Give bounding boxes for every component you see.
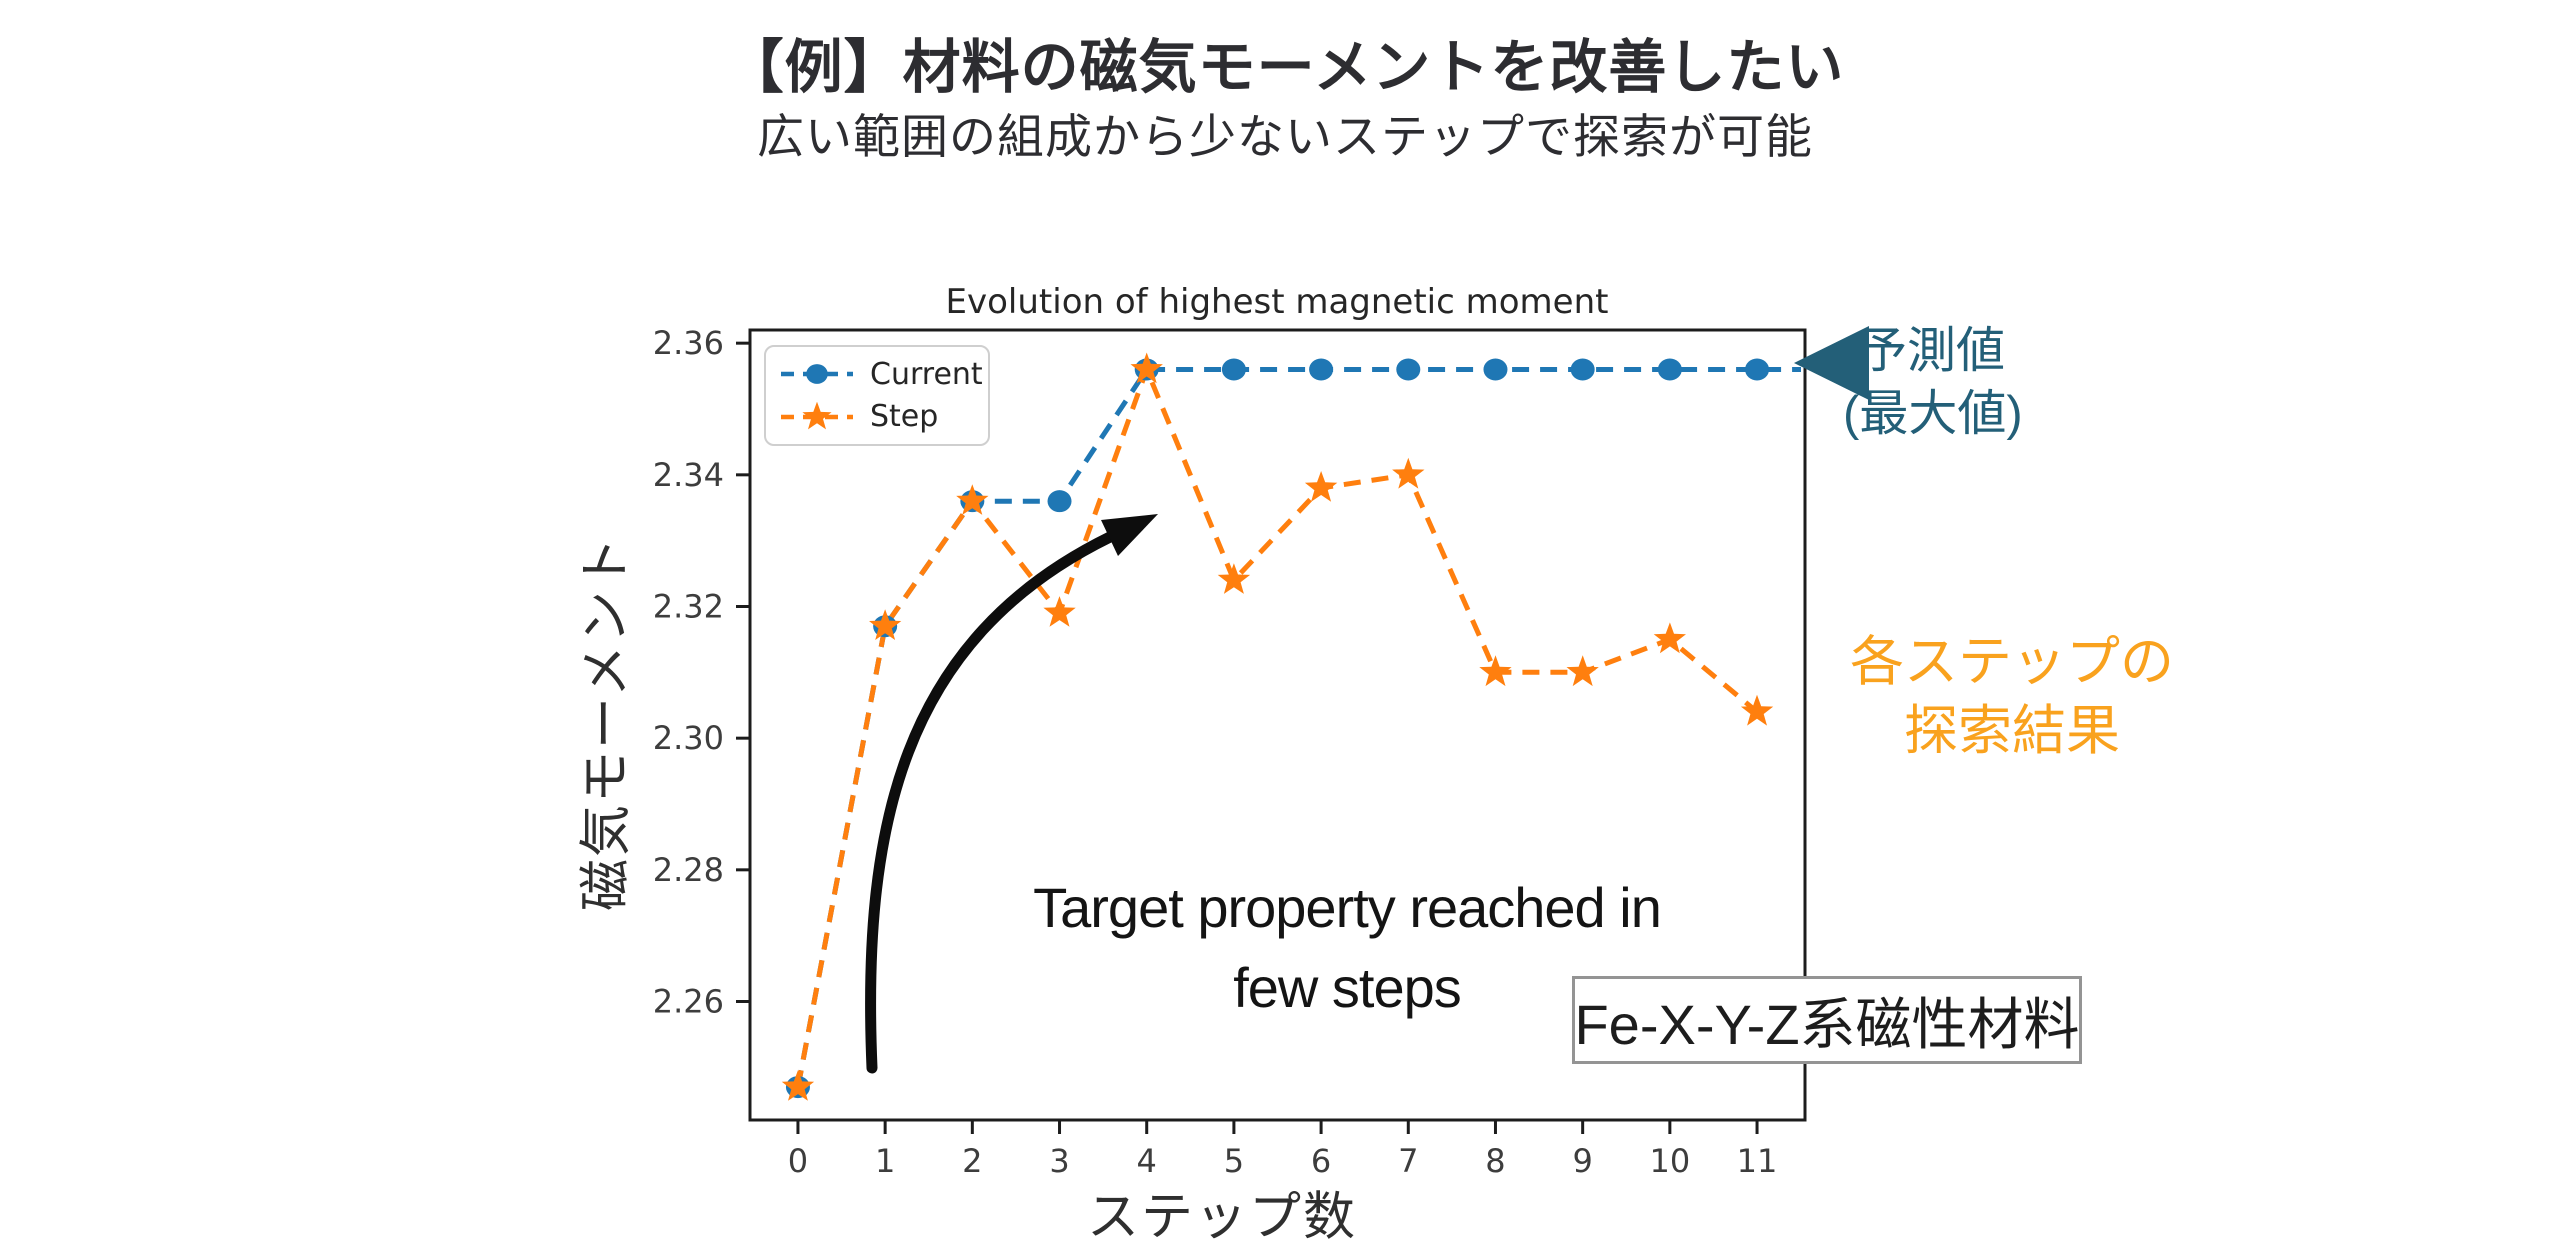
svg-text:9: 9 <box>1572 1142 1592 1180</box>
svg-text:2.34: 2.34 <box>653 456 724 494</box>
svg-text:3: 3 <box>1049 1142 1069 1180</box>
svg-text:1: 1 <box>875 1142 895 1180</box>
svg-text:8: 8 <box>1485 1142 1505 1180</box>
legend-item-step: Step <box>778 399 988 434</box>
x-axis-label: ステップ数 <box>1086 1188 1358 1247</box>
target-property-line2: few steps <box>1233 956 1462 1019</box>
target-property-annotation: Target property reached in few steps <box>1033 868 1662 1028</box>
material-label-box: Fe-X-Y-Z系磁性材料 <box>1572 976 2082 1064</box>
legend-label-current: Current <box>870 356 983 392</box>
step-results-annotation-line2: 探索結果 <box>1904 701 2120 761</box>
legend-item-current: Current <box>778 357 988 392</box>
step-results-annotation-line1: 各ステップの <box>1850 632 2174 692</box>
svg-text:4: 4 <box>1137 1142 1157 1180</box>
prediction-annotation-line2: (最大値) <box>1843 387 2023 441</box>
prediction-annotation-line1: 予測値 <box>1858 324 2006 378</box>
svg-text:2.36: 2.36 <box>653 324 724 362</box>
chart-legend: Current Step <box>764 345 990 446</box>
svg-text:7: 7 <box>1398 1142 1418 1180</box>
page-title: 【例】材料の磁気モーメントを改善したい <box>725 35 1845 100</box>
svg-text:2.28: 2.28 <box>653 851 724 889</box>
svg-text:10: 10 <box>1649 1142 1690 1180</box>
svg-text:5: 5 <box>1224 1142 1244 1180</box>
svg-text:2.32: 2.32 <box>653 588 724 626</box>
title-block: 【例】材料の磁気モーメントを改善したい 広い範囲の組成から少ないステップで探索が… <box>726 32 1845 166</box>
legend-label-step: Step <box>870 399 939 435</box>
step-results-annotation: 各ステップの 探索結果 <box>1850 628 2174 766</box>
svg-text:2.30: 2.30 <box>653 719 724 757</box>
svg-text:11: 11 <box>1737 1142 1778 1180</box>
page-subtitle: 広い範囲の組成から少ないステップで探索が可能 <box>757 110 1813 163</box>
prediction-annotation: 予測値 (最大値) <box>1843 320 2023 446</box>
target-property-line1: Target property reached in <box>1033 876 1662 939</box>
svg-text:2.26: 2.26 <box>653 983 724 1021</box>
svg-text:6: 6 <box>1311 1142 1331 1180</box>
y-axis-label: 磁気モーメント <box>577 535 636 911</box>
chart-title: Evolution of highest magnetic moment <box>945 282 1609 322</box>
legend-line-marker-step <box>778 401 856 432</box>
svg-text:2: 2 <box>962 1142 982 1180</box>
legend-line-marker-current <box>778 359 856 389</box>
svg-text:0: 0 <box>788 1142 808 1180</box>
